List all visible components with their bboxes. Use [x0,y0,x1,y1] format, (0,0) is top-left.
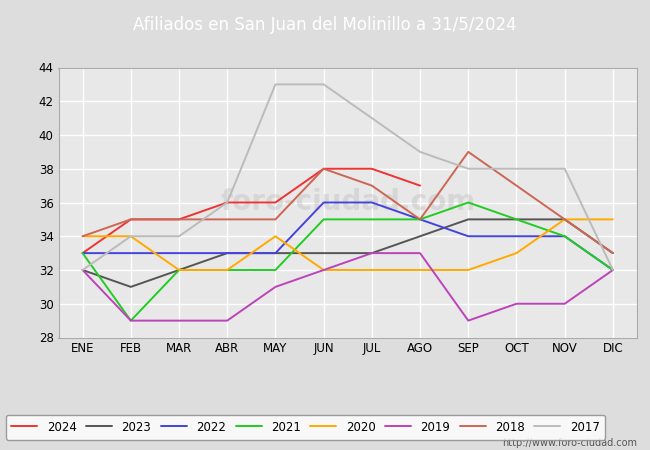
Text: Afiliados en San Juan del Molinillo a 31/5/2024: Afiliados en San Juan del Molinillo a 31… [133,16,517,34]
Legend: 2024, 2023, 2022, 2021, 2020, 2019, 2018, 2017: 2024, 2023, 2022, 2021, 2020, 2019, 2018… [6,415,605,440]
Text: foro-ciudad.com: foro-ciudad.com [220,189,475,216]
Text: http://www.foro-ciudad.com: http://www.foro-ciudad.com [502,438,637,448]
